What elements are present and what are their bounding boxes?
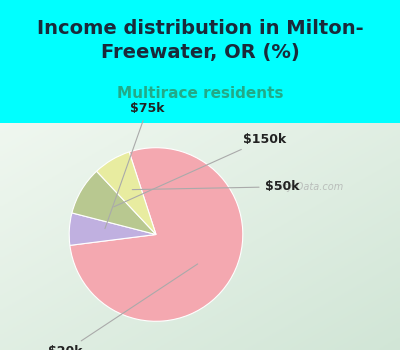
Text: Multirace residents: Multirace residents (117, 86, 283, 101)
Wedge shape (69, 213, 156, 245)
Wedge shape (96, 152, 156, 234)
Text: $150k: $150k (114, 133, 286, 207)
Text: $50k: $50k (132, 180, 299, 193)
Text: $20k: $20k (48, 264, 198, 350)
Text: city-Data.com: city-Data.com (275, 182, 344, 192)
Wedge shape (70, 148, 243, 321)
Wedge shape (72, 171, 156, 235)
Text: $75k: $75k (105, 102, 164, 229)
Text: Income distribution in Milton-
Freewater, OR (%): Income distribution in Milton- Freewater… (37, 19, 363, 62)
